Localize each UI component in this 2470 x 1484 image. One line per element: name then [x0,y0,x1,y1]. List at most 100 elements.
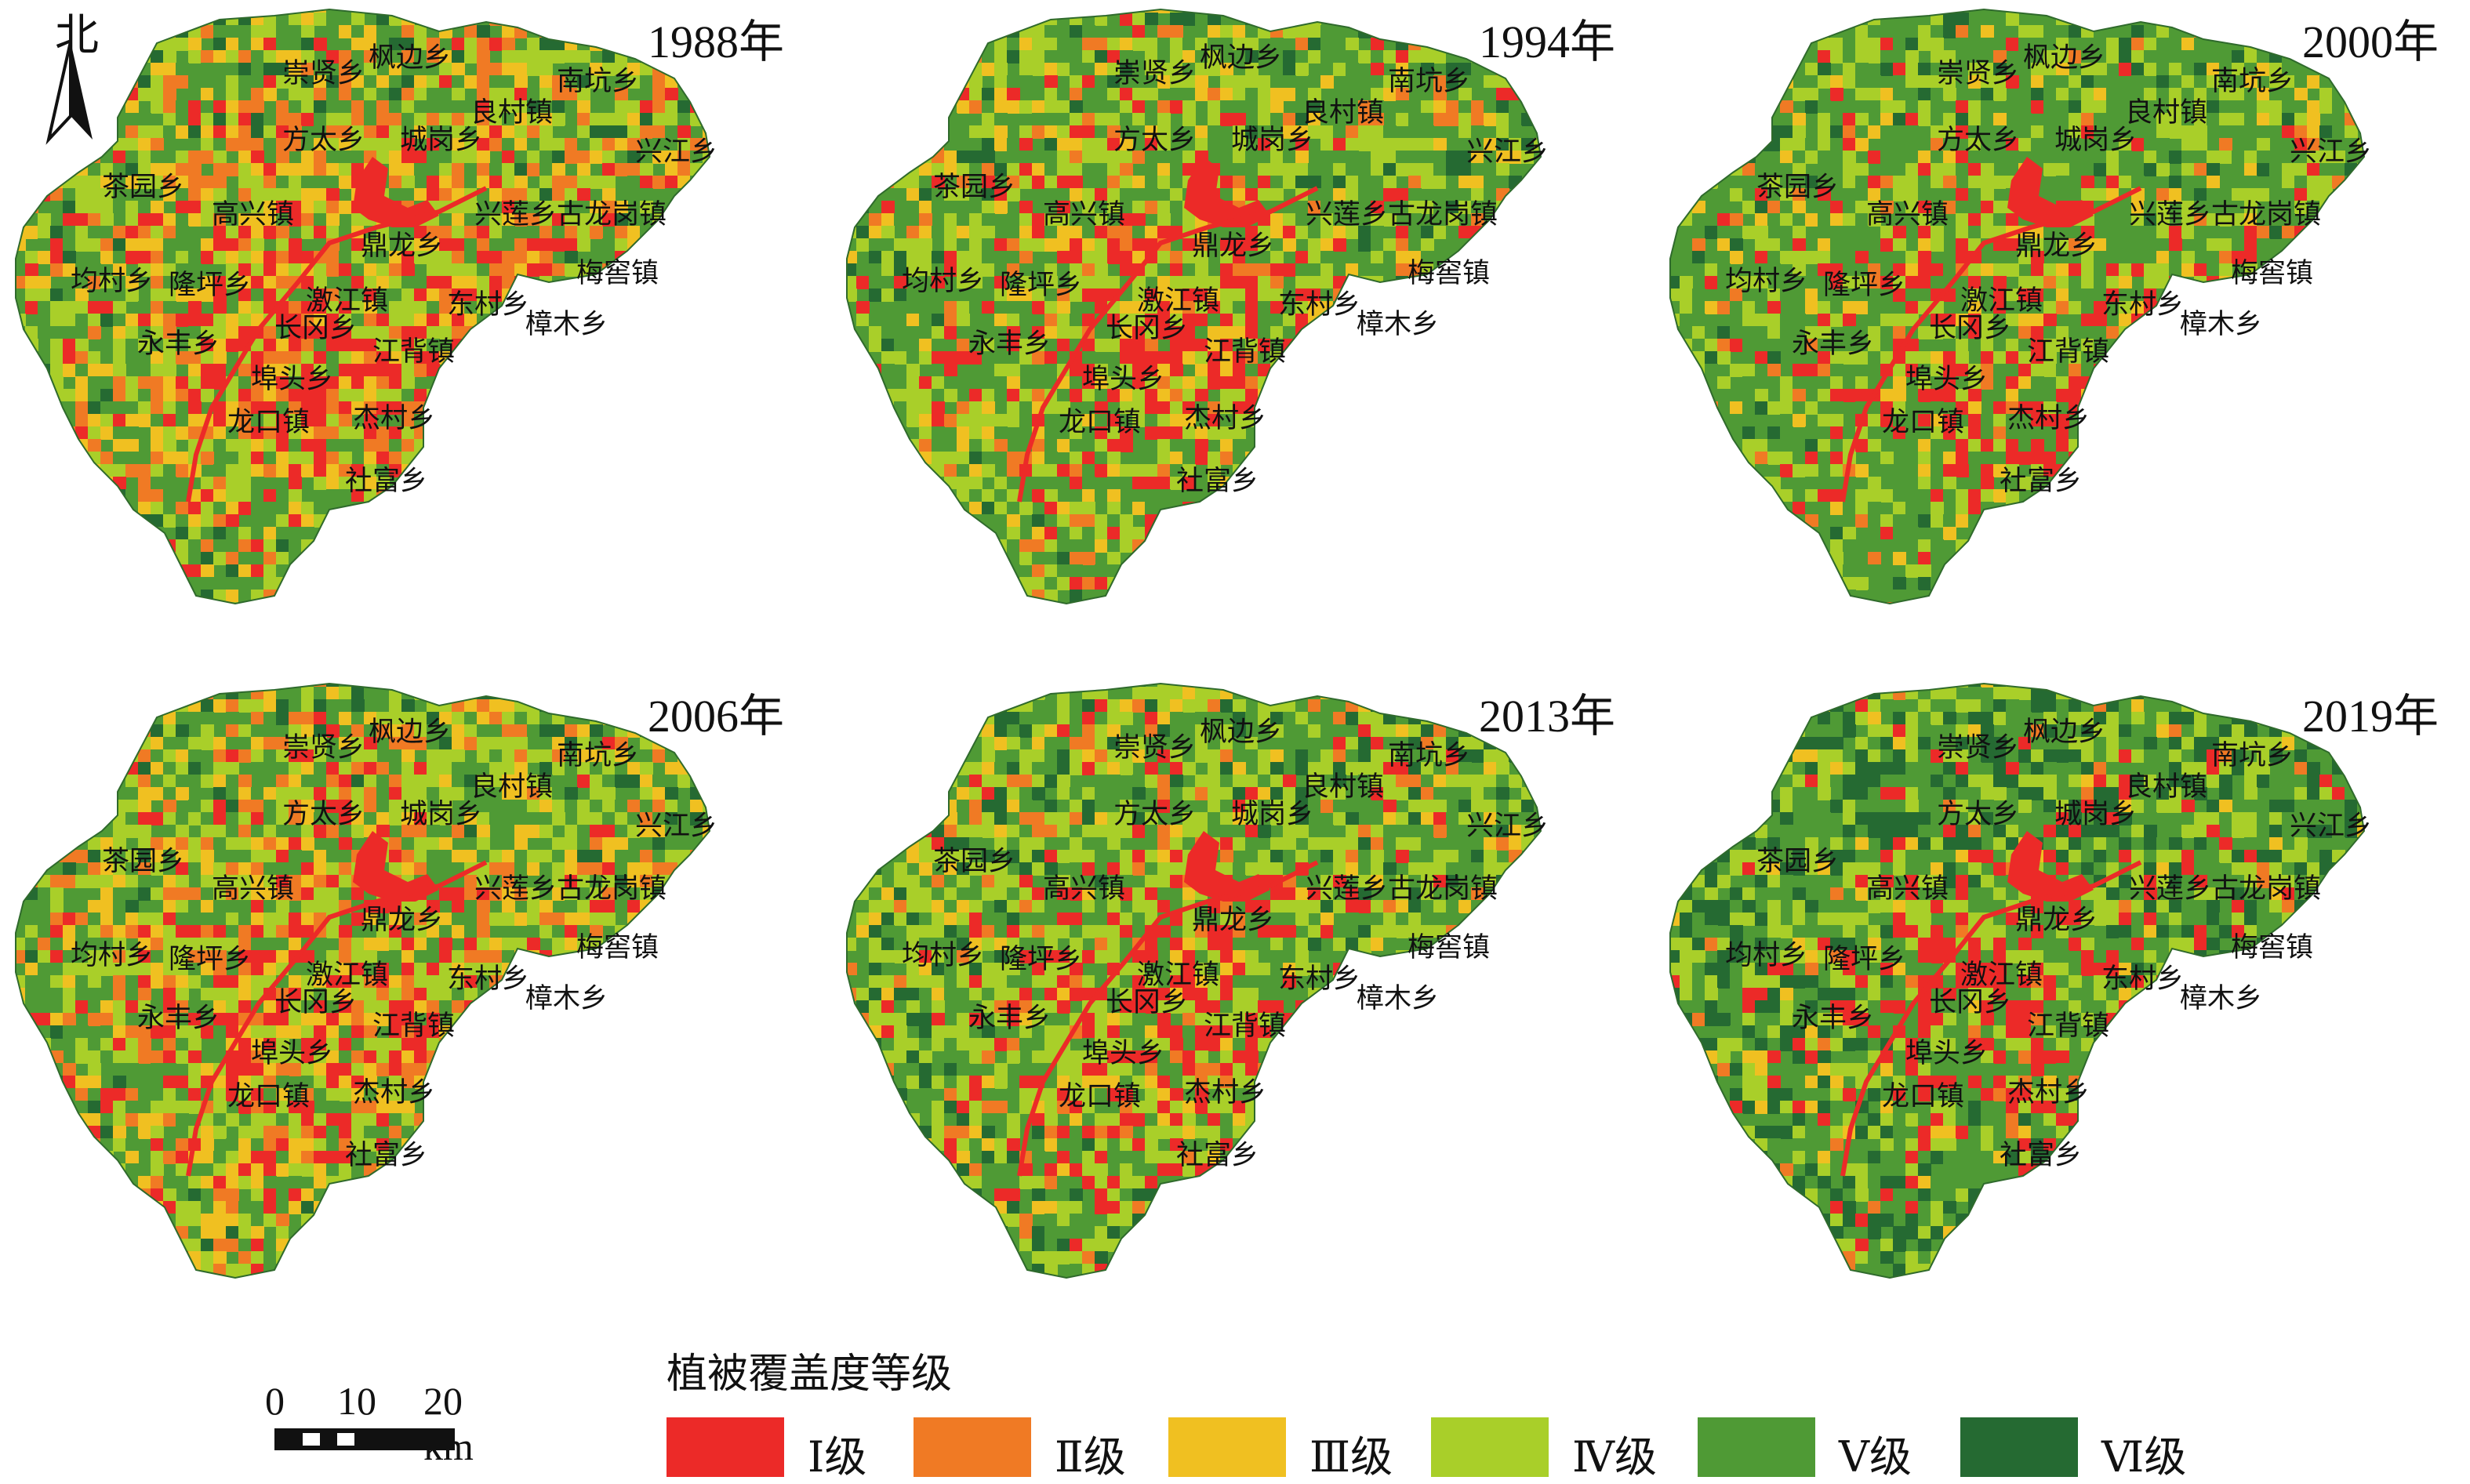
town-label: 南坑乡 [1388,59,1470,99]
town-label: 兴江乡 [2290,804,2372,844]
town-label: 隆坪乡 [1000,937,1082,977]
map-panel-2019: 2019年 枫边乡崇贤乡南坑乡良村镇兴江乡方太乡城岗乡茶园乡高兴镇兴莲乡古龙岗镇… [1655,674,2470,1325]
town-label: 杰村乡 [2007,1070,2090,1110]
town-label: 良村镇 [1302,764,1384,804]
town-label: 埠头乡 [1905,1031,1988,1071]
town-label: 永丰乡 [137,996,220,1036]
town-label: 南坑乡 [2211,733,2294,773]
town-label: 埠头乡 [251,1031,333,1071]
legend-swatch [1431,1417,1549,1477]
town-label: 南坑乡 [1388,733,1470,773]
town-label: 隆坪乡 [1000,263,1082,303]
town-label: 枫边乡 [2023,35,2105,75]
legend-swatch [1698,1417,1815,1477]
town-label: 兴莲乡 [474,192,557,232]
town-label: 杰村乡 [1184,1070,1266,1110]
town-label: 古龙岗镇 [2211,866,2321,906]
town-label: 鼎龙乡 [361,223,443,263]
town-label: 樟木乡 [1357,302,1439,342]
town-label: 高兴镇 [1043,192,1125,232]
town-label: 樟木乡 [1357,976,1439,1016]
legend-label: Ⅲ级 [1309,1422,1393,1484]
town-label: 古龙岗镇 [2211,192,2321,232]
town-label: 崇贤乡 [282,725,365,765]
legend-label: Ⅱ级 [1055,1422,1126,1484]
town-label: 梅窖镇 [1408,925,1490,965]
town-label: 枫边乡 [2023,709,2105,749]
town-label: 崇贤乡 [1937,51,2019,91]
legend-swatch [1960,1417,2078,1477]
town-label: 江背镇 [2027,1003,2109,1043]
town-label: 樟木乡 [525,976,608,1016]
town-label: 樟木乡 [2180,302,2262,342]
town-label: 均村乡 [71,259,153,299]
panel-year: 1988年 [648,5,784,71]
town-label: 江背镇 [1204,1003,1286,1043]
town-label: 均村乡 [1725,933,1807,973]
town-label: 方太乡 [282,118,365,158]
town-label: 茶园乡 [1756,839,1839,879]
town-label: 东村乡 [1278,282,1360,322]
town-label: 古龙岗镇 [557,192,667,232]
map-image [1655,0,2470,651]
town-label: 龙口镇 [1059,1074,1141,1114]
town-label: 城岗乡 [1231,792,1313,832]
town-label: 长冈乡 [274,980,357,1020]
town-label: 永丰乡 [1792,996,1874,1036]
town-label: 梅窖镇 [576,925,659,965]
town-label: 高兴镇 [1866,866,1949,906]
legend-swatch [1168,1417,1286,1477]
town-label: 隆坪乡 [169,937,251,977]
town-label: 社富乡 [345,459,427,499]
legend-swatch [667,1417,784,1477]
town-label: 梅窖镇 [576,251,659,291]
town-label: 江背镇 [372,329,455,369]
town-label: 杰村乡 [353,1070,435,1110]
town-label: 高兴镇 [1043,866,1125,906]
town-label: 江背镇 [372,1003,455,1043]
panel-year: 2013年 [1479,679,1615,745]
scale-tick-label: 10 [337,1378,376,1424]
town-label: 长冈乡 [1106,306,1188,346]
town-label: 樟木乡 [525,302,608,342]
town-label: 方太乡 [1113,118,1196,158]
town-label: 崇贤乡 [1113,725,1196,765]
town-label: 枫边乡 [1200,709,1282,749]
town-label: 长冈乡 [1929,306,2011,346]
town-label: 杰村乡 [2007,396,2090,436]
town-label: 良村镇 [2125,90,2207,130]
town-label: 良村镇 [470,764,553,804]
town-label: 永丰乡 [968,321,1051,361]
town-label: 兴江乡 [635,129,717,169]
town-label: 东村乡 [2101,956,2184,996]
town-label: 均村乡 [1725,259,1807,299]
scale-bar: 0 10 20 km [259,1378,486,1472]
town-label: 鼎龙乡 [2015,223,2098,263]
map-image [831,0,1647,651]
town-label: 良村镇 [470,90,553,130]
town-label: 东村乡 [1278,956,1360,996]
town-label: 古龙岗镇 [1388,866,1498,906]
town-label: 南坑乡 [2211,59,2294,99]
town-label: 兴莲乡 [2129,192,2211,232]
legend-title: 植被覆盖度等级 [667,1341,952,1399]
town-label: 茶园乡 [933,839,1015,879]
town-label: 社富乡 [1176,459,1259,499]
legend-label: Ⅵ级 [2101,1422,2186,1484]
town-label: 兴江乡 [635,804,717,844]
town-label: 茶园乡 [933,165,1015,205]
map-image [0,674,815,1325]
town-label: 埠头乡 [1905,357,1988,397]
town-label: 城岗乡 [2054,118,2137,158]
town-label: 茶园乡 [1756,165,1839,205]
town-label: 均村乡 [902,933,984,973]
town-label: 枫边乡 [1200,35,1282,75]
panel-year: 2019年 [2302,679,2439,745]
town-label: 兴莲乡 [474,866,557,906]
town-label: 兴江乡 [1466,129,1549,169]
town-label: 长冈乡 [274,306,357,346]
legend-swatch [914,1417,1031,1477]
town-label: 隆坪乡 [169,263,251,303]
town-label: 枫边乡 [369,709,451,749]
town-label: 永丰乡 [968,996,1051,1036]
